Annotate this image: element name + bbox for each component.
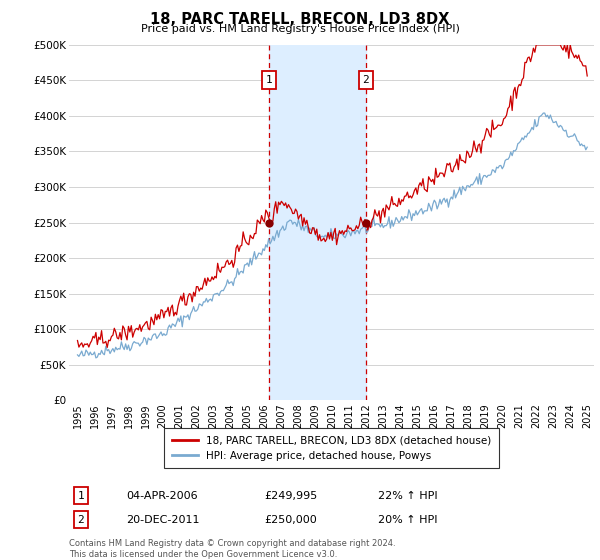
Text: 22% ↑ HPI: 22% ↑ HPI [378, 491, 437, 501]
Text: 2: 2 [77, 515, 85, 525]
Bar [269, 45, 366, 400]
Text: 20-DEC-2011: 20-DEC-2011 [126, 515, 199, 525]
Legend: 18, PARC TARELL, BRECON, LD3 8DX (detached house), HPI: Average price, detached : 18, PARC TARELL, BRECON, LD3 8DX (detach… [164, 428, 499, 468]
Text: 20% ↑ HPI: 20% ↑ HPI [378, 515, 437, 525]
Text: 18, PARC TARELL, BRECON, LD3 8DX: 18, PARC TARELL, BRECON, LD3 8DX [151, 12, 449, 27]
Text: 1: 1 [266, 76, 272, 85]
Text: Contains HM Land Registry data © Crown copyright and database right 2024.
This d: Contains HM Land Registry data © Crown c… [69, 539, 395, 559]
Text: 04-APR-2006: 04-APR-2006 [126, 491, 197, 501]
Text: 2: 2 [362, 76, 369, 85]
Text: £249,995: £249,995 [264, 491, 317, 501]
Text: £250,000: £250,000 [264, 515, 317, 525]
Text: Price paid vs. HM Land Registry's House Price Index (HPI): Price paid vs. HM Land Registry's House … [140, 24, 460, 34]
Text: 1: 1 [77, 491, 85, 501]
